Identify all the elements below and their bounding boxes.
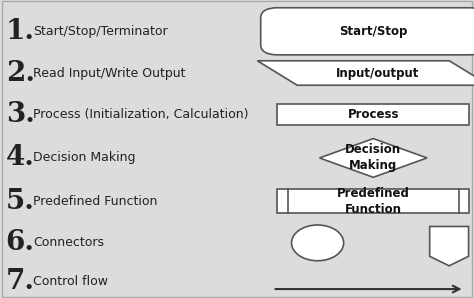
Polygon shape <box>429 226 468 266</box>
Text: Read Input/Write Output: Read Input/Write Output <box>33 66 186 80</box>
Bar <box>277 104 469 125</box>
Text: Start/Stop/Terminator: Start/Stop/Terminator <box>33 25 168 38</box>
FancyBboxPatch shape <box>261 8 474 55</box>
Text: 3.: 3. <box>6 101 35 128</box>
Text: Decision
Making: Decision Making <box>345 143 401 173</box>
Text: Decision Making: Decision Making <box>33 151 136 164</box>
Ellipse shape <box>292 225 344 261</box>
Text: Control flow: Control flow <box>33 275 108 288</box>
Polygon shape <box>319 139 427 177</box>
Polygon shape <box>257 61 474 85</box>
Text: Input/output: Input/output <box>337 66 419 80</box>
Text: 4.: 4. <box>6 145 35 171</box>
Text: Start/Stop: Start/Stop <box>339 25 408 38</box>
Bar <box>277 189 469 213</box>
Text: 2.: 2. <box>6 60 35 86</box>
Text: Predefined Function: Predefined Function <box>33 195 157 208</box>
Text: 7.: 7. <box>6 268 35 295</box>
Text: Process: Process <box>347 108 399 121</box>
Text: Connectors: Connectors <box>33 236 104 249</box>
Text: 1.: 1. <box>6 18 35 45</box>
Text: 5.: 5. <box>6 188 35 215</box>
Text: Predefined
Function: Predefined Function <box>337 187 410 216</box>
Text: Process (Initialization, Calculation): Process (Initialization, Calculation) <box>33 108 249 121</box>
Text: 6.: 6. <box>6 229 35 256</box>
